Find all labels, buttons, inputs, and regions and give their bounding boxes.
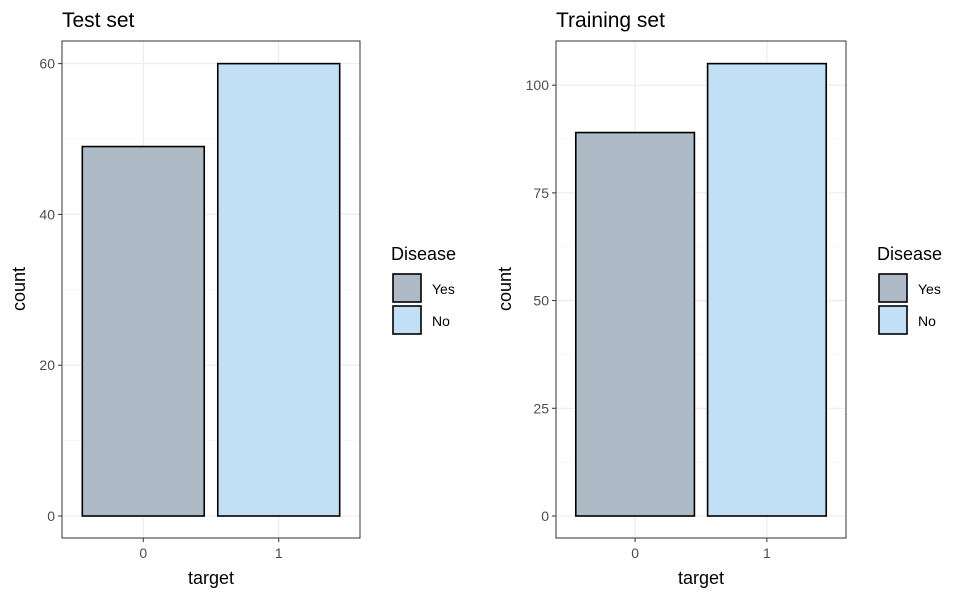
legend-title: Disease: [877, 244, 942, 264]
legend-label-yes: Yes: [918, 281, 941, 297]
y-axis-ticks: 0 20 40 60: [39, 56, 62, 524]
legend-label-no: No: [432, 313, 450, 329]
y-tick-label: 0: [541, 508, 549, 524]
y-tick-label: 100: [526, 77, 550, 93]
x-tick-label: 1: [763, 545, 771, 561]
y-tick-label: 75: [533, 185, 549, 201]
bars: [81, 62, 341, 517]
legend: Disease Yes No: [391, 244, 456, 335]
x-axis-title: target: [678, 568, 724, 588]
y-tick-label: 60: [39, 56, 55, 72]
y-tick-label: 0: [47, 508, 55, 524]
y-tick-label: 50: [533, 293, 549, 309]
bar-0: [81, 145, 206, 517]
legend-key-no: [392, 305, 422, 335]
chart-title: Test set: [62, 9, 135, 32]
x-tick-label: 0: [139, 545, 147, 561]
bar-1: [706, 62, 828, 517]
legend-title: Disease: [391, 244, 456, 264]
chart-title: Training set: [556, 9, 665, 32]
y-tick-label: 20: [39, 357, 55, 373]
y-axis-title: count: [495, 267, 515, 311]
y-tick-label: 40: [39, 206, 55, 222]
y-tick-label: 25: [533, 400, 549, 416]
y-axis-title: count: [9, 267, 29, 311]
legend-key-no: [878, 305, 908, 335]
plot-area-border: [555, 40, 847, 539]
legend-key-yes: [878, 273, 908, 303]
y-axis-ticks: 0 25 50 75 100: [526, 77, 556, 524]
bars: [574, 62, 828, 517]
legend-label-yes: Yes: [432, 281, 455, 297]
plot-area-border: [61, 40, 361, 539]
x-axis-title: target: [188, 568, 234, 588]
legend-key-yes: [392, 273, 422, 303]
legend-label-no: No: [918, 313, 936, 329]
x-tick-label: 0: [631, 545, 639, 561]
bar-0: [574, 131, 696, 517]
legend: Disease Yes No: [877, 244, 942, 335]
x-tick-label: 1: [275, 545, 283, 561]
bar-1: [216, 62, 341, 517]
